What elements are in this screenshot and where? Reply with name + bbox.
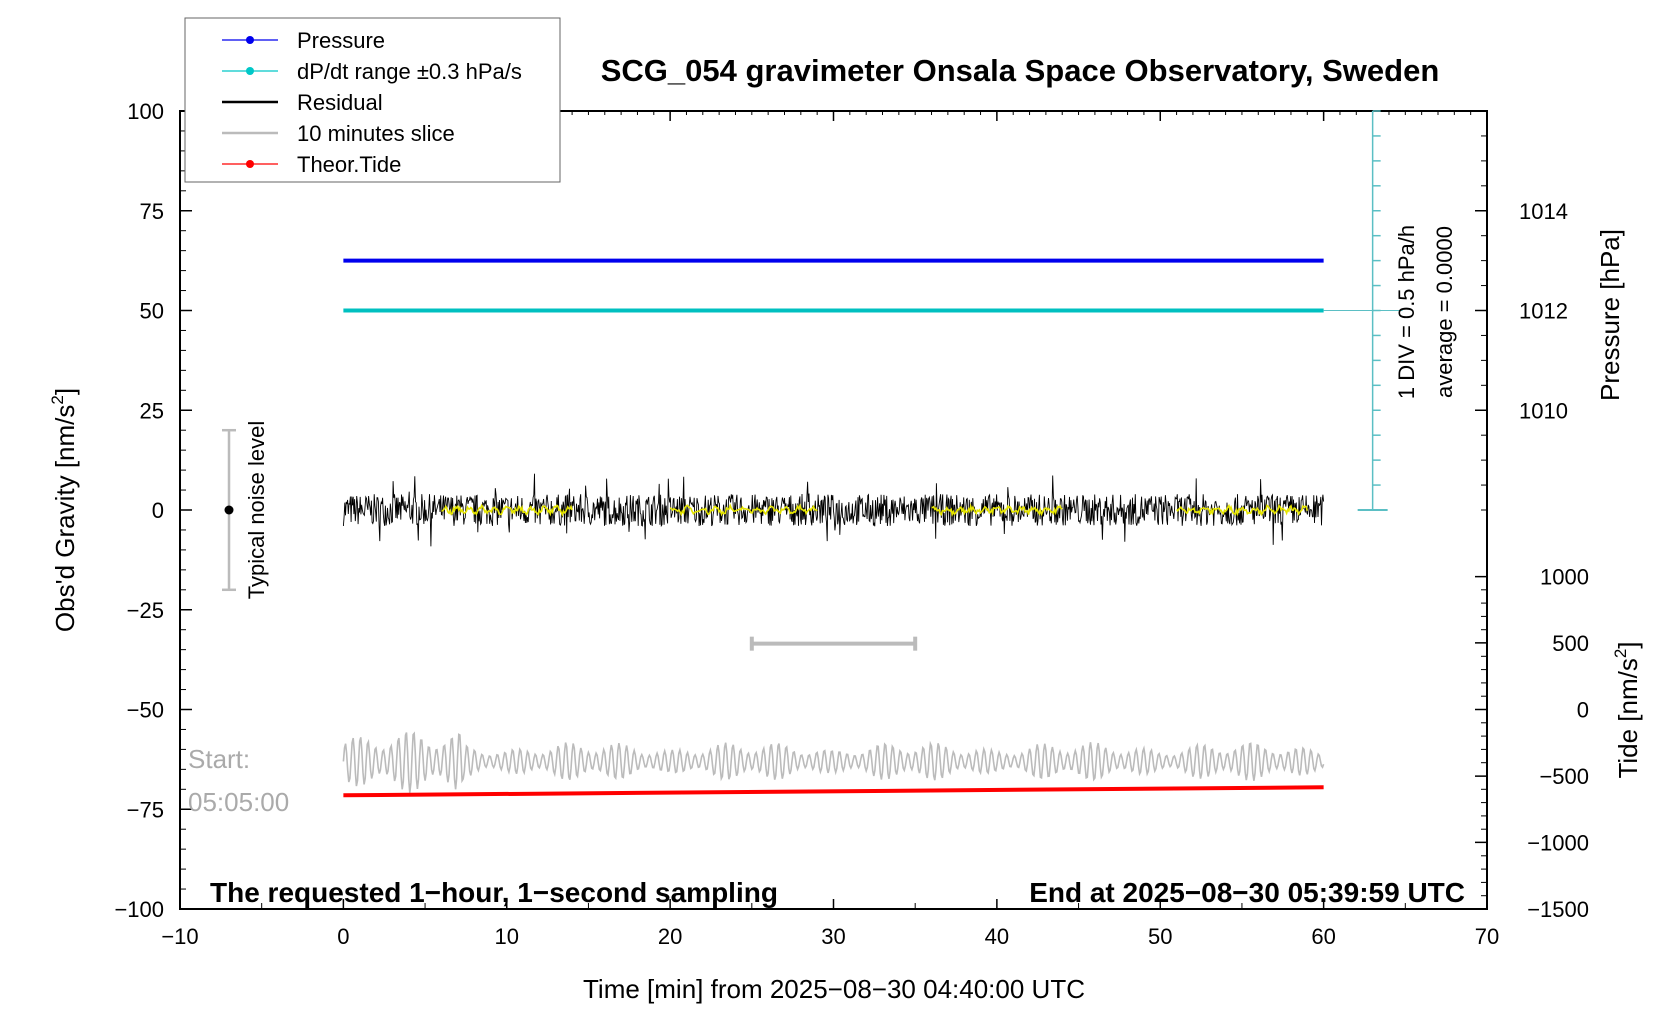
pressure-tick-label: 1014: [1519, 199, 1568, 224]
div-scale-label: 1 DIV = 0.5 hPa/h: [1394, 225, 1419, 399]
legend-marker: [246, 36, 254, 44]
x-tick-label: 50: [1148, 924, 1172, 949]
tide-tick-label: 1000: [1540, 565, 1589, 590]
legend-marker: [246, 160, 254, 168]
y-axis-label: Obs'd Gravity [nm/s2]: [48, 388, 80, 632]
residual-smoothed-line: [931, 503, 1063, 518]
legend-label: 10 minutes slice: [297, 121, 455, 146]
x-axis-label: Time [min] from 2025−08−30 04:40:00 UTC: [583, 974, 1085, 1004]
series-layer: [342, 258, 1325, 798]
footer-end-time: End at 2025−08−30 05:39:59 UTC: [1029, 877, 1465, 908]
average-label: average = 0.0000: [1432, 226, 1457, 398]
tide-tick-label: 0: [1577, 698, 1589, 723]
y-tick-label: −75: [127, 797, 164, 822]
start-time-label: 05:05:00: [188, 787, 289, 817]
tide-tick-label: −1500: [1527, 897, 1589, 922]
legend-label: Pressure: [297, 28, 385, 53]
y-tick-label: 25: [140, 398, 164, 423]
legend-entries: Pressure dP/dt range ±0.3 hPa/s Residual 10…: [222, 28, 522, 177]
tide-tick-label: 500: [1552, 631, 1589, 656]
legend-marker: [246, 67, 254, 75]
tide-tick-label: −500: [1539, 764, 1589, 789]
residual-smoothed-line: [669, 503, 818, 517]
footer-sampling-note: The requested 1−hour, 1−second sampling: [210, 877, 778, 908]
pressure-axis-label: Pressure [hPa]: [1595, 229, 1625, 401]
y-tick-label: 50: [140, 299, 164, 324]
tide-axis-label: Tide [nm/s2]: [1611, 641, 1643, 778]
ten-minute-slice-line: [342, 731, 1325, 793]
tide-tick-label: −1000: [1527, 830, 1589, 855]
pressure-tick-label: 1010: [1519, 398, 1568, 423]
x-tick-label: 20: [658, 924, 682, 949]
start-label: Start:: [188, 744, 250, 774]
x-tick-label: 40: [985, 924, 1009, 949]
residual-smoothed-line: [441, 503, 573, 517]
legend-label: Theor.Tide: [297, 152, 401, 177]
y-tick-label: 100: [127, 99, 164, 124]
noise-bar-center-dot: [224, 505, 234, 515]
axes-layer: −10 0 10 20 30 40 50 60 701007550250−25−50−75−10…: [114, 99, 1589, 949]
legend: Pressure dP/dt range ±0.3 hPa/s Residual 10…: [184, 17, 561, 183]
x-tick-label: 60: [1311, 924, 1335, 949]
tide-line: [343, 785, 1324, 798]
y-tick-label: −100: [114, 897, 164, 922]
x-tick-label: 0: [337, 924, 349, 949]
x-tick-label: 10: [495, 924, 519, 949]
legend-label: dP/dt range ±0.3 hPa/s: [297, 59, 522, 84]
residual-smoothed-line: [1176, 503, 1309, 517]
x-tick-label: −10: [161, 924, 198, 949]
x-tick-label: 30: [821, 924, 845, 949]
pressure-tick-label: 1012: [1519, 299, 1568, 324]
annotation-layer: [222, 110, 1403, 651]
legend-box: [184, 17, 561, 183]
legend-label: Residual: [297, 90, 383, 115]
y-tick-label: 0: [152, 498, 164, 523]
y-tick-label: −25: [127, 598, 164, 623]
y-tick-label: −50: [127, 698, 164, 723]
noise-level-label: Typical noise level: [244, 421, 269, 600]
y-tick-label: 75: [140, 199, 164, 224]
chart-title: SCG_054 gravimeter Onsala Space Observat…: [601, 53, 1440, 88]
residual-line: [342, 473, 1325, 547]
x-tick-label: 70: [1475, 924, 1499, 949]
